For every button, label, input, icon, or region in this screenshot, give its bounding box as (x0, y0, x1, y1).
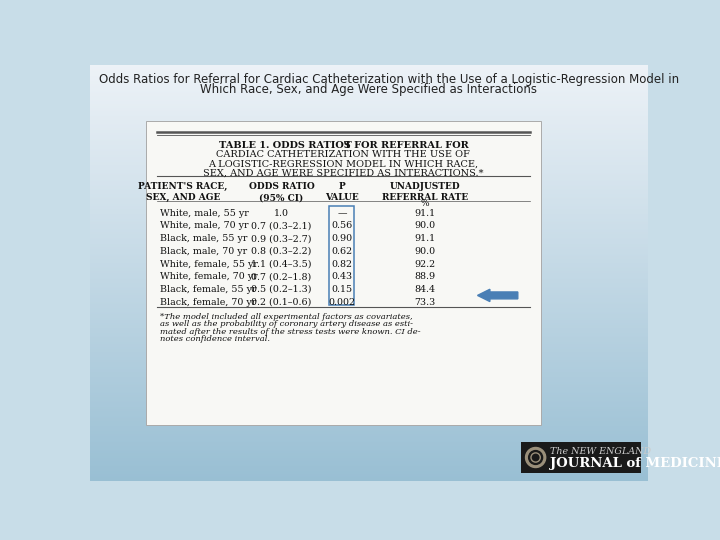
Bar (145, 121, 541, 425)
Text: 1.0: 1.0 (274, 209, 289, 218)
Text: 0.15: 0.15 (331, 285, 352, 294)
Text: 0.9 (0.3–2.7): 0.9 (0.3–2.7) (251, 234, 312, 243)
Text: 73.3: 73.3 (414, 298, 436, 307)
Text: Odds Ratios for Referral for Cardiac Catheterization with the Use of a Logistic-: Odds Ratios for Referral for Cardiac Cat… (99, 72, 680, 85)
Text: 0.82: 0.82 (331, 260, 352, 268)
Text: 0.7 (0.3–2.1): 0.7 (0.3–2.1) (251, 221, 312, 231)
Text: Which Race, Sex, and Age Were Specified as Interactions: Which Race, Sex, and Age Were Specified … (200, 83, 538, 96)
Text: 1.1 (0.4–3.5): 1.1 (0.4–3.5) (251, 260, 312, 268)
Text: SEX, AND AGE WERE SPECIFIED AS INTERACTIONS.*: SEX, AND AGE WERE SPECIFIED AS INTERACTI… (203, 168, 484, 178)
Text: 0.43: 0.43 (331, 272, 352, 281)
Text: 88.9: 88.9 (414, 272, 436, 281)
Text: A LOGISTIC-REGRESSION MODEL IN WHICH RACE,: A LOGISTIC-REGRESSION MODEL IN WHICH RAC… (208, 159, 479, 168)
Text: notes confidence interval.: notes confidence interval. (160, 335, 270, 343)
Text: The NEW ENGLAND: The NEW ENGLAND (549, 447, 651, 456)
Text: UNADJUSTED
REFERRAL RATE: UNADJUSTED REFERRAL RATE (382, 182, 468, 202)
Text: mated after the results of the stress tests were known. CI de-: mated after the results of the stress te… (160, 328, 420, 336)
Text: %: % (420, 199, 429, 208)
Text: 0.90: 0.90 (331, 234, 352, 243)
Text: 0.56: 0.56 (331, 221, 353, 231)
Bar (330, 206, 354, 306)
Text: 0.62: 0.62 (331, 247, 352, 256)
Text: Black, male, 55 yr: Black, male, 55 yr (160, 234, 247, 243)
Text: 91.1: 91.1 (414, 209, 436, 218)
Text: White, male, 55 yr: White, male, 55 yr (160, 209, 248, 218)
Text: TABLE 1. ODDS RATIOS FOR REFERRAL FOR: TABLE 1. ODDS RATIOS FOR REFERRAL FOR (219, 141, 468, 150)
Text: Black, male, 70 yr: Black, male, 70 yr (160, 247, 247, 256)
Text: 91.1: 91.1 (414, 234, 436, 243)
Circle shape (528, 450, 543, 464)
Text: White, female, 55 yr: White, female, 55 yr (160, 260, 258, 268)
Text: 0.2 (0.1–0.6): 0.2 (0.1–0.6) (251, 298, 312, 307)
Text: T: T (343, 141, 351, 150)
Text: P
VALUE: P VALUE (325, 182, 359, 202)
Text: ODDS RATIO
(95% CI): ODDS RATIO (95% CI) (248, 182, 315, 202)
FancyArrow shape (477, 289, 518, 301)
Text: —: — (337, 209, 346, 218)
Text: as well as the probability of coronary artery disease as esti-: as well as the probability of coronary a… (160, 320, 413, 328)
Text: PATIENT'S RACE,
SEX, AND AGE: PATIENT'S RACE, SEX, AND AGE (138, 182, 228, 202)
Circle shape (526, 448, 546, 468)
Text: 0.7 (0.2–1.8): 0.7 (0.2–1.8) (251, 272, 312, 281)
Bar (521, 442, 641, 473)
Text: JOURNAL of MEDICINE: JOURNAL of MEDICINE (549, 457, 720, 470)
Text: 84.4: 84.4 (414, 285, 436, 294)
Text: White, male, 70 yr: White, male, 70 yr (160, 221, 248, 231)
Text: Black, female, 55 yr: Black, female, 55 yr (160, 285, 256, 294)
Text: 90.0: 90.0 (414, 247, 436, 256)
Text: *The model included all experimental factors as covariates,: *The model included all experimental fac… (160, 313, 413, 321)
Text: 0.5 (0.2–1.3): 0.5 (0.2–1.3) (251, 285, 312, 294)
Text: Black, female, 70 yr: Black, female, 70 yr (160, 298, 256, 307)
Text: 90.0: 90.0 (414, 221, 436, 231)
Text: 92.2: 92.2 (414, 260, 436, 268)
Text: 0.8 (0.3–2.2): 0.8 (0.3–2.2) (251, 247, 312, 256)
Text: White, female, 70 yr: White, female, 70 yr (160, 272, 257, 281)
Text: 0.002: 0.002 (328, 298, 356, 307)
Text: CARDIAC CATHETERIZATION WITH THE USE OF: CARDIAC CATHETERIZATION WITH THE USE OF (217, 150, 470, 159)
